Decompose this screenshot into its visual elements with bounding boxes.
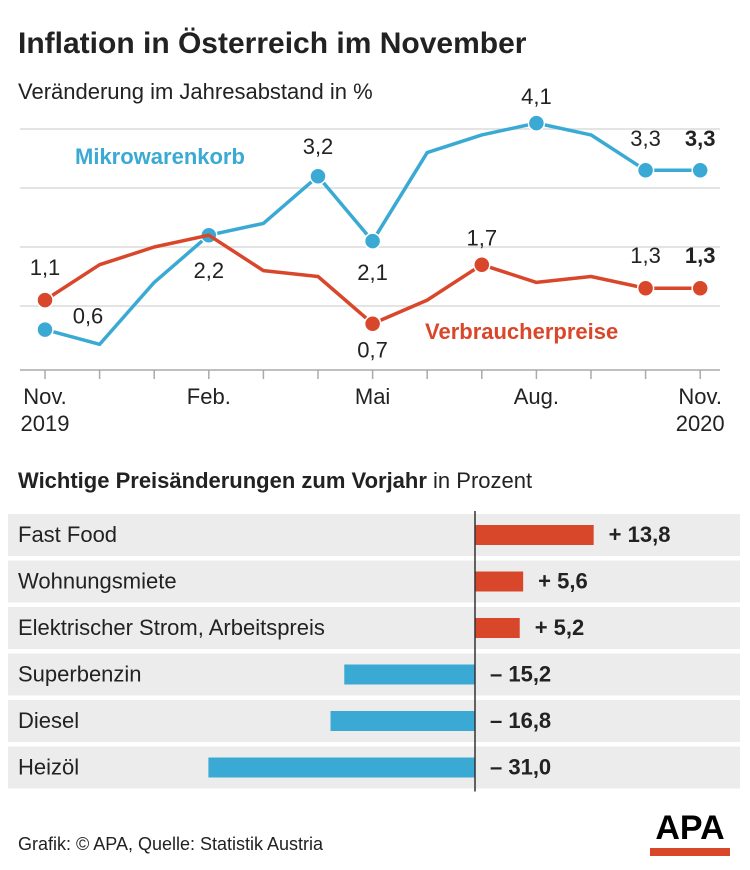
value-label: 0,7 xyxy=(357,338,388,363)
point xyxy=(363,232,382,250)
row-bg xyxy=(8,607,740,649)
category-label: Superbenzin xyxy=(18,661,142,686)
value-label: – 16,8 xyxy=(490,708,551,733)
value-label: 2,1 xyxy=(357,260,388,285)
value-label: 3,3 xyxy=(630,126,661,151)
point xyxy=(473,255,491,274)
bar xyxy=(344,664,475,685)
x-tick-label: Nov. 2019 xyxy=(20,384,70,436)
point xyxy=(36,320,54,339)
value-label: + 5,6 xyxy=(538,568,588,593)
point xyxy=(636,279,655,298)
bar-title-text: Wichtige Preisänderungen zum Vorjahr xyxy=(18,468,427,493)
value-label: 3,2 xyxy=(303,134,334,159)
bar xyxy=(475,571,524,592)
row-bg xyxy=(8,514,740,556)
value-label: – 31,0 xyxy=(490,754,551,779)
bar xyxy=(208,757,475,778)
value-label: 2,2 xyxy=(194,258,225,283)
category-label: Fast Food xyxy=(18,522,117,547)
value-label: 3,3 xyxy=(685,126,716,151)
logo: APA xyxy=(655,809,724,847)
bar xyxy=(475,525,594,545)
point xyxy=(636,161,655,180)
bar-subtitle: in Prozent xyxy=(433,468,532,493)
chart-subtitle: Veränderung im Jahresabstand in % xyxy=(18,79,373,104)
bar xyxy=(475,618,520,638)
category-label: Wohnungsmiete xyxy=(18,568,177,593)
point xyxy=(363,314,382,333)
point xyxy=(36,291,54,309)
value-label: – 15,2 xyxy=(490,661,551,686)
value-label: + 5,2 xyxy=(535,615,585,640)
value-label: 1,3 xyxy=(630,243,661,268)
x-tick-label: Feb. xyxy=(186,384,231,409)
logo-bar xyxy=(650,848,730,856)
value-label: + 13,8 xyxy=(609,522,671,547)
series-label: Verbraucherpreise xyxy=(425,319,618,344)
x-tick-label: Aug. xyxy=(513,384,560,409)
value-label: 1,1 xyxy=(30,255,61,280)
x-tick-label: Nov. 2020 xyxy=(675,384,725,436)
category-label: Heizöl xyxy=(18,754,79,779)
value-label: 1,7 xyxy=(467,226,498,251)
point xyxy=(691,279,709,298)
bar-title: Wichtige Preisänderungen zum Vorjahr in … xyxy=(18,468,532,493)
x-tick-label: Mai xyxy=(354,384,391,409)
value-label: 0,6 xyxy=(73,303,104,328)
series-label: Mikrowarenkorb xyxy=(75,144,245,169)
bar xyxy=(330,711,475,731)
point xyxy=(527,114,546,132)
chart-title: Inflation in Österreich im November xyxy=(18,27,527,60)
row-bg xyxy=(8,560,740,603)
value-label: 4,1 xyxy=(521,84,552,109)
value-label: 1,3 xyxy=(685,243,716,268)
footer: Grafik: © APA, Quelle: Statistik Austria xyxy=(18,834,324,854)
category-label: Diesel xyxy=(18,708,79,733)
point xyxy=(691,161,709,180)
category-label: Elektrischer Strom, Arbeitspreis xyxy=(18,615,325,640)
point xyxy=(309,167,327,185)
